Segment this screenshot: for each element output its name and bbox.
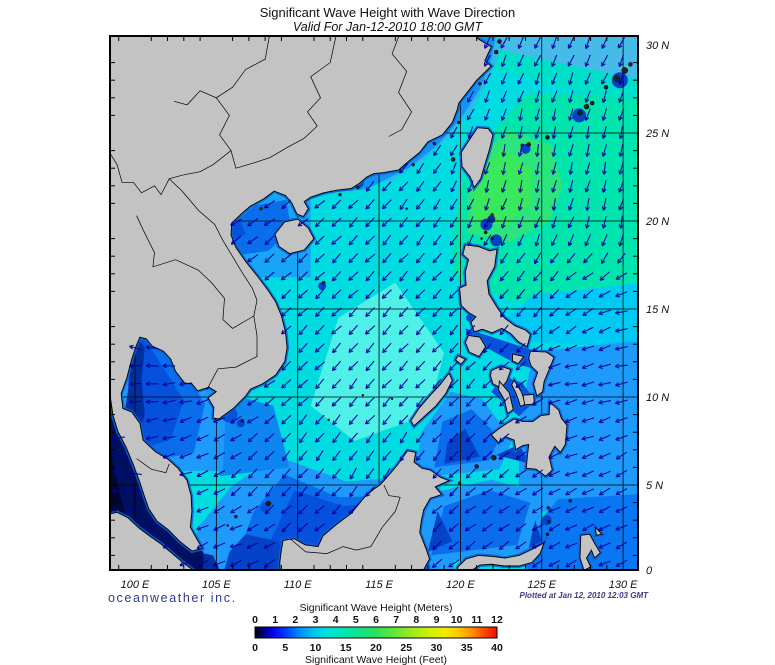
chart-title: Significant Wave Height with Wave Direct…: [259, 5, 516, 20]
lon-label: 110 E: [284, 579, 313, 591]
plotted-timestamp: Plotted at Jan 12, 2010 12:03 GMT: [519, 591, 649, 600]
svg-text:9: 9: [434, 614, 440, 626]
svg-text:40: 40: [491, 642, 503, 654]
lat-label: 5 N: [646, 480, 663, 492]
svg-text:15: 15: [340, 642, 352, 654]
lat-label: 10 N: [646, 392, 669, 404]
oceanweather-logo: oceanweather inc.: [108, 591, 237, 605]
svg-text:6: 6: [373, 614, 379, 626]
lon-label: 115 E: [365, 579, 394, 591]
lon-label: 100 E: [121, 579, 150, 591]
svg-text:7: 7: [393, 614, 399, 626]
lon-label: 130 E: [609, 579, 638, 591]
colorbar-gradient: [254, 626, 498, 639]
colorbar: Significant Wave Height (Meters)0 1 2 3 4 5 6 7…: [252, 602, 503, 665]
lat-label: 30 N: [646, 40, 669, 52]
svg-text:10: 10: [451, 614, 463, 626]
svg-text:11: 11: [471, 614, 482, 626]
map-frame: [109, 35, 639, 571]
longitude-labels: 100 E 105 E 110 E 115 E 120 E 125 E 130 E: [121, 579, 639, 591]
lat-label: 0: [646, 565, 653, 577]
svg-text:10: 10: [310, 642, 322, 654]
lon-label: 105 E: [202, 579, 231, 591]
svg-text:35: 35: [461, 642, 473, 654]
lat-label: 20 N: [645, 216, 669, 228]
svg-text:1: 1: [272, 614, 278, 626]
wave-direction-arrows: [112, 36, 628, 569]
lon-label: 120 E: [446, 579, 475, 591]
svg-text:3: 3: [313, 614, 319, 626]
lat-label: 15 N: [646, 304, 669, 316]
svg-text:30: 30: [431, 642, 443, 654]
svg-text:4: 4: [333, 614, 339, 626]
lon-label: 125 E: [527, 579, 556, 591]
svg-text:2: 2: [292, 614, 298, 626]
svg-text:8: 8: [413, 614, 419, 626]
svg-text:12: 12: [491, 614, 503, 626]
svg-text:0: 0: [252, 614, 258, 626]
svg-text:20: 20: [370, 642, 382, 654]
svg-text:5: 5: [282, 642, 288, 654]
colorbar-title-meters: Significant Wave Height (Meters): [299, 602, 452, 614]
svg-text:5: 5: [353, 614, 359, 626]
colorbar-title-feet: Significant Wave Height (Feet): [305, 654, 447, 665]
lat-label: 25 N: [645, 128, 669, 140]
chart-subtitle: Valid For Jan-12-2010 18:00 GMT: [292, 20, 483, 34]
colorbar-feet-ticks: 0 5 10 15 20 25 30 35 40: [252, 642, 503, 654]
svg-text:0: 0: [252, 642, 258, 654]
latitude-labels: 30 N 25 N 20 N 15 N 10 N 5 N 0: [645, 40, 669, 577]
colorbar-meters-ticks: 0 1 2 3 4 5 6 7 8 9 10 11 12: [252, 614, 503, 626]
landmasses: [110, 36, 633, 570]
svg-text:25: 25: [400, 642, 412, 654]
